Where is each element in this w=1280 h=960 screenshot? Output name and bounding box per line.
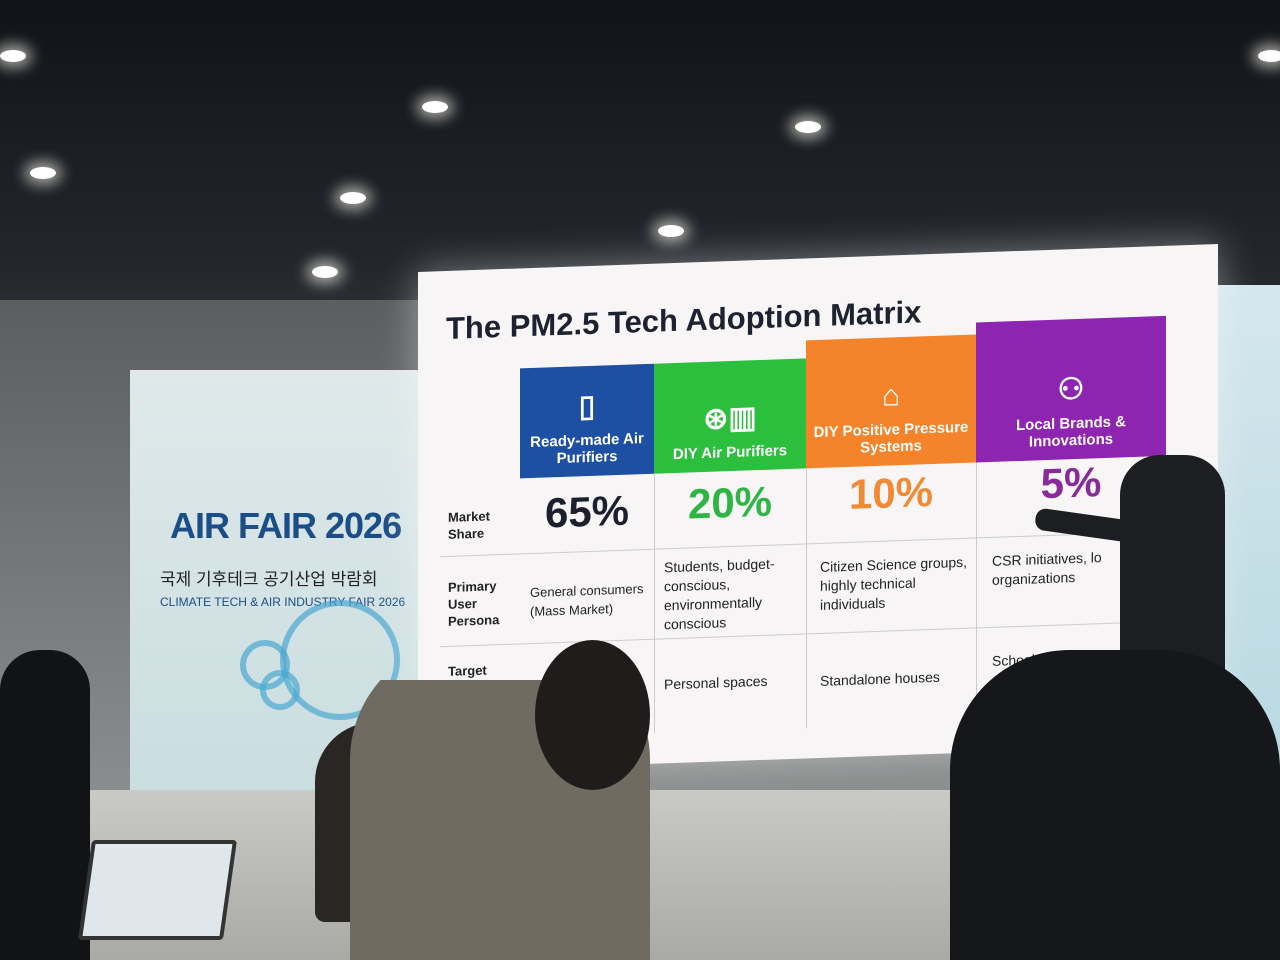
persona-cell: Citizen Science groups, highly technical… [820, 553, 968, 613]
column-header-positive-pressure: ⌂ DIY Positive Pressure Systems [806, 334, 976, 469]
audience-member [950, 650, 1280, 960]
audience-head [535, 640, 650, 790]
row-label-persona: Primary User Persona [448, 578, 500, 629]
ceiling-light [1258, 50, 1280, 62]
house-arrow-icon: ⌂ [881, 379, 901, 413]
decorative-ring [260, 670, 300, 710]
persona-cell: General consumers (Mass Market) [530, 581, 644, 620]
market-share-value: 20% [687, 477, 773, 528]
column-header-label: DIY Air Purifiers [672, 442, 788, 464]
ceiling-light [658, 225, 684, 237]
fan-filter-icon: ⊛▥ [703, 401, 757, 437]
laptop [77, 840, 238, 940]
ceiling-light [340, 192, 366, 204]
audience-member [0, 650, 90, 960]
environment-cell: Personal spaces [664, 672, 768, 693]
column-header-diy: ⊛▥ DIY Air Purifiers [654, 358, 806, 474]
market-share-value: 10% [848, 467, 934, 518]
ceiling-light [0, 50, 26, 62]
banner-subtitle-korean: 국제 기후테크 공기산업 박람회 [160, 570, 378, 589]
market-share-value: 65% [544, 486, 630, 537]
air-purifier-icon: ▯ [578, 389, 596, 424]
column-header-label: Local Brands & Innovations [1015, 413, 1127, 451]
column-header-label: DIY Positive Pressure Systems [813, 418, 969, 457]
column-header-local-brands: ⚇ Local Brands & Innovations [976, 315, 1166, 463]
divider [440, 619, 1200, 648]
column-header-ready-made: ▯ Ready-made Air Purifiers [520, 363, 654, 479]
row-label-market-share: Market Share [448, 508, 490, 542]
persona-cell: CSR initiatives, lo organizations [992, 549, 1102, 588]
persona-cell: Students, budget-conscious, environmenta… [664, 555, 775, 633]
ceiling-light [30, 167, 56, 179]
ceiling-light [422, 101, 448, 113]
ceiling-light [795, 121, 821, 133]
banner-title: AIR FAIR 2026 [170, 505, 402, 546]
column-header-label: Ready-made Air Purifiers [530, 430, 644, 468]
network-people-icon: ⚇ [1057, 372, 1085, 407]
ceiling-light [312, 266, 338, 278]
environment-cell: Standalone houses [820, 668, 940, 689]
